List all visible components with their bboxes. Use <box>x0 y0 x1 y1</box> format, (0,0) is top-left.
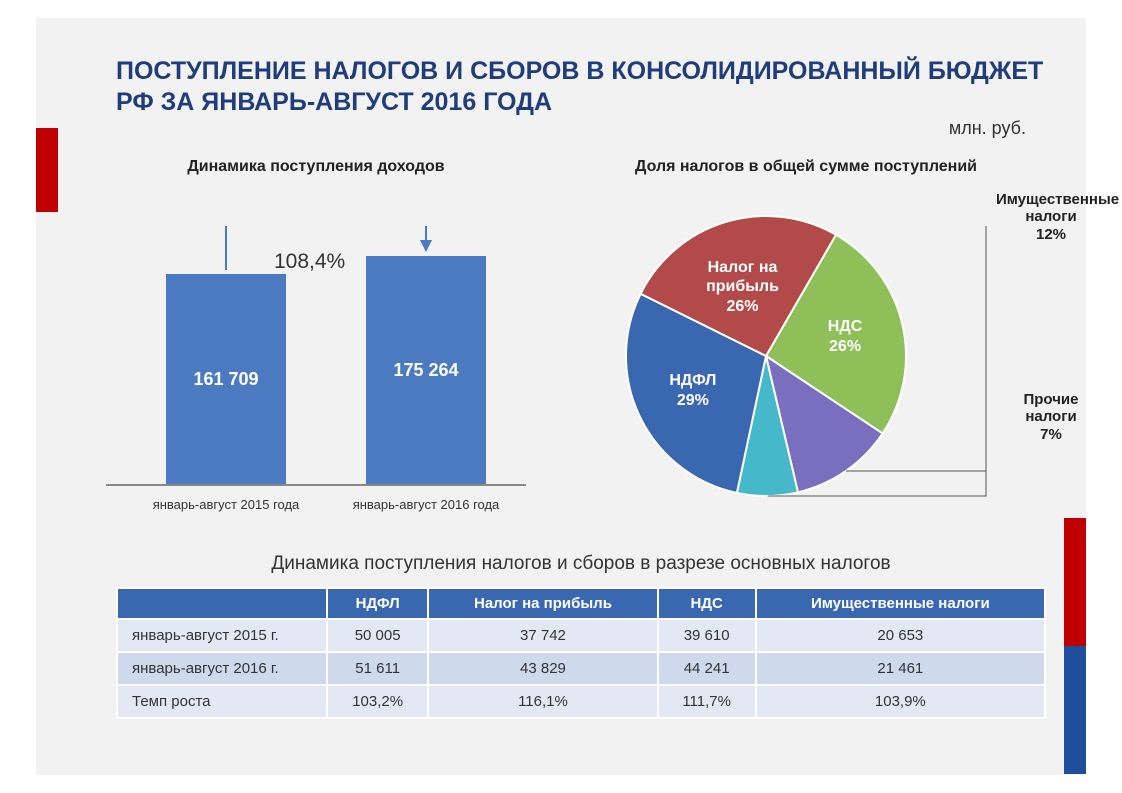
pie-callout-label: Прочие налоги7% <box>996 391 1106 443</box>
bar-category-label: январь-август 2015 года <box>136 497 316 512</box>
table-row: январь-август 2016 г.51 61143 82944 2412… <box>117 652 1045 685</box>
pie-chart-title: Доля налогов в общей сумме поступлений <box>506 158 1106 176</box>
bar-category-label: январь-август 2016 года <box>336 497 516 512</box>
accent-bar-left <box>36 128 58 212</box>
pie-chart-plot: НДС26%Имущественные налоги12%Прочие нало… <box>566 186 1106 526</box>
table-cell: 111,7% <box>658 685 756 718</box>
table-row-header: Темп роста <box>117 685 327 718</box>
bar-chart: Динамика поступления доходов 108,4% 161 … <box>106 158 526 528</box>
table-title: Динамика поступления налогов и сборов в … <box>116 553 1046 575</box>
table-col-header: НДФЛ <box>327 588 428 619</box>
table-cell: 43 829 <box>428 652 657 685</box>
table-col-header: Налог на прибыль <box>428 588 657 619</box>
growth-ratio-label: 108,4% <box>274 250 345 274</box>
unit-label: млн. руб. <box>949 118 1026 139</box>
table-cell: 51 611 <box>327 652 428 685</box>
table-cell: 44 241 <box>658 652 756 685</box>
pie-callout-label: Имущественные налоги12% <box>996 191 1106 243</box>
table-row-header: январь-август 2016 г. <box>117 652 327 685</box>
accent-bar-right-blue <box>1064 646 1086 774</box>
table-cell: 116,1% <box>428 685 657 718</box>
table-cell: 103,9% <box>756 685 1045 718</box>
table-row-header: январь-август 2015 г. <box>117 619 327 652</box>
table-cell: 37 742 <box>428 619 657 652</box>
table-corner <box>117 588 327 619</box>
page-title: ПОСТУПЛЕНИЕ НАЛОГОВ И СБОРОВ В КОНСОЛИДИ… <box>116 56 1076 119</box>
table-col-header: НДС <box>658 588 756 619</box>
pie-chart: Доля налогов в общей сумме поступлений Н… <box>566 158 1106 538</box>
table-section: Динамика поступления налогов и сборов в … <box>116 553 1046 719</box>
table-row: январь-август 2015 г.50 00537 74239 6102… <box>117 619 1045 652</box>
table-cell: 50 005 <box>327 619 428 652</box>
bar: 161 709 <box>166 274 286 484</box>
table-row: Темп роста103,2%116,1%111,7%103,9% <box>117 685 1045 718</box>
table-cell: 103,2% <box>327 685 428 718</box>
table-cell: 39 610 <box>658 619 756 652</box>
page-panel: ПОСТУПЛЕНИЕ НАЛОГОВ И СБОРОВ В КОНСОЛИДИ… <box>36 18 1086 775</box>
data-table: НДФЛНалог на прибыльНДСИмущественные нал… <box>116 587 1046 719</box>
bar-chart-plot: 108,4% 161 709январь-август 2015 года175… <box>106 226 526 486</box>
bar-chart-title: Динамика поступления доходов <box>106 158 526 176</box>
table-cell: 21 461 <box>756 652 1045 685</box>
table-cell: 20 653 <box>756 619 1045 652</box>
table-col-header: Имущественные налоги <box>756 588 1045 619</box>
bar: 175 264 <box>366 256 486 484</box>
